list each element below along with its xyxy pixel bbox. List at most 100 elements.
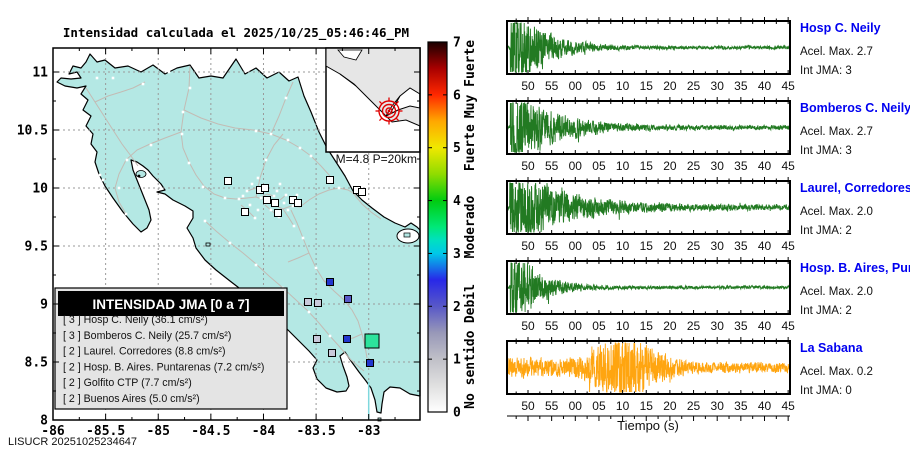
- town-dot: [328, 334, 332, 338]
- time-tick-label: 25: [687, 399, 701, 413]
- colorbar-category-label: No sentido: [463, 330, 478, 408]
- time-tick-label: 40: [758, 399, 772, 413]
- time-tick-label: 00: [569, 79, 583, 93]
- colorbar-tick-label: 0: [453, 406, 461, 421]
- time-tick-label: 20: [663, 239, 677, 253]
- time-tick-label: 05: [592, 399, 606, 413]
- time-tick-label: 55: [545, 79, 559, 93]
- time-tick-label: 30: [711, 319, 725, 333]
- town-dot: [181, 110, 185, 114]
- time-tick-label: 30: [711, 399, 725, 413]
- station-marker-gray: [304, 298, 312, 306]
- town-dot: [167, 70, 171, 74]
- time-tick-label: 10: [616, 399, 630, 413]
- town-dot: [337, 186, 341, 190]
- town-dot: [237, 197, 241, 201]
- waveform-frame: [506, 180, 791, 235]
- station-marker-open: [274, 209, 282, 217]
- time-tick-label: 35: [734, 399, 748, 413]
- town-dot: [269, 208, 273, 212]
- event-magnitude-depth-label: M=4.8 P=20km: [336, 152, 417, 166]
- legend-item: [ 3 ] Hosp C. Neily (36.1 cm/s²): [63, 314, 208, 326]
- station-marker-gray: [314, 299, 322, 307]
- town-dot: [291, 204, 295, 208]
- station-marker-blue: [366, 359, 374, 367]
- colorbar-category-label: Muy Fuerte: [463, 40, 478, 118]
- road-line: [94, 81, 146, 103]
- town-dot: [256, 176, 260, 180]
- colorbar-tick-label: 4: [453, 194, 461, 209]
- road-line: [287, 252, 310, 263]
- station-marker-open: [224, 177, 232, 185]
- time-tick-label: 45: [781, 399, 795, 413]
- town-dot: [253, 216, 257, 220]
- station-marker-gray: [328, 349, 336, 357]
- time-tick-label: 10: [616, 319, 630, 333]
- epicenter-center-icon: [387, 109, 391, 113]
- x-axis-tick-label: -85.5: [86, 424, 125, 439]
- time-tick-label: 10: [616, 159, 630, 173]
- time-tick-label: 00: [569, 399, 583, 413]
- road-line: [352, 192, 382, 220]
- time-tick-label: 50: [521, 79, 535, 93]
- y-axis-tick-label: 8.5: [25, 356, 48, 371]
- road-line: [183, 109, 312, 157]
- time-tick-label: 15: [640, 239, 654, 253]
- colorbar-tick-label: 7: [453, 36, 461, 51]
- y-axis-tick-label: 11: [32, 66, 48, 81]
- station-marker-green-max: [364, 333, 380, 349]
- town-dot: [282, 201, 286, 205]
- waveform-frame: [506, 340, 791, 395]
- town-dot: [101, 178, 105, 182]
- station-marker-blue: [326, 278, 334, 286]
- town-dot: [259, 196, 263, 200]
- x-axis-tick-label: -83: [357, 424, 380, 439]
- epicenter-tick-icon: [378, 100, 383, 105]
- station-marker-open: [263, 196, 271, 204]
- town-dot: [187, 161, 191, 165]
- time-tick-label: 25: [687, 159, 701, 173]
- footer-run-id: LISUCR 20251025234647: [8, 436, 137, 448]
- town-dot: [245, 189, 249, 193]
- waveform-trace-hosp-c-neily: [506, 22, 791, 73]
- waveform-station-name: Hosp C. Neily: [800, 21, 881, 35]
- waveform-int-jma: Int JMA: 3: [800, 145, 852, 157]
- town-dot: [180, 132, 184, 136]
- time-tick-label: 10: [616, 79, 630, 93]
- time-tick-label: 50: [521, 239, 535, 253]
- time-tick-label: 50: [521, 159, 535, 173]
- road-line: [270, 81, 294, 135]
- y-axis-tick-label: 9: [40, 298, 48, 313]
- generated-graphics: [ 3 ] Hosp C. Neily (36.1 cm/s²) [ 3 ] Bo…: [17, 17, 910, 439]
- station-marker-open: [241, 208, 249, 216]
- town-dot: [275, 189, 279, 193]
- colorbar-tick-label: 2: [453, 300, 461, 315]
- town-dot: [228, 241, 232, 245]
- waveform-accel-max: Acel. Max. 0.2: [800, 366, 873, 378]
- waveform-int-jma: Int JMA: 2: [800, 305, 852, 317]
- waveform-trace-la-sabana: [506, 342, 791, 393]
- legend-title: INTENSIDAD JMA [0 a 7]: [92, 297, 249, 312]
- town-dot: [95, 76, 99, 80]
- time-tick-label: 05: [592, 239, 606, 253]
- legend-item: [ 3 ] Bomberos C. Neily (25.7 cm/s²): [63, 330, 231, 342]
- waveform-station-name: Hosp. B. Aires, Puntarenas: [800, 261, 910, 275]
- road-line: [282, 208, 295, 227]
- time-tick-label: 45: [781, 319, 795, 333]
- waveform-int-jma: Int JMA: 2: [800, 225, 852, 237]
- town-dot: [278, 182, 282, 186]
- town-dot: [201, 185, 205, 189]
- town-dot: [256, 208, 260, 212]
- time-tick-label: 05: [592, 159, 606, 173]
- time-tick-label: 45: [781, 159, 795, 173]
- legend-item: [ 2 ] Laurel. Corredores (8.8 cm/s²): [63, 346, 226, 358]
- time-tick-label: 35: [734, 79, 748, 93]
- town-dot: [284, 193, 288, 197]
- epicenter-tick-icon: [378, 117, 383, 122]
- town-dot: [124, 212, 128, 216]
- town-dot: [269, 132, 273, 136]
- report-title: Intensidad calculada el 2025/10/25_05:46…: [63, 25, 409, 41]
- epicenter-ring-icon: [385, 107, 393, 115]
